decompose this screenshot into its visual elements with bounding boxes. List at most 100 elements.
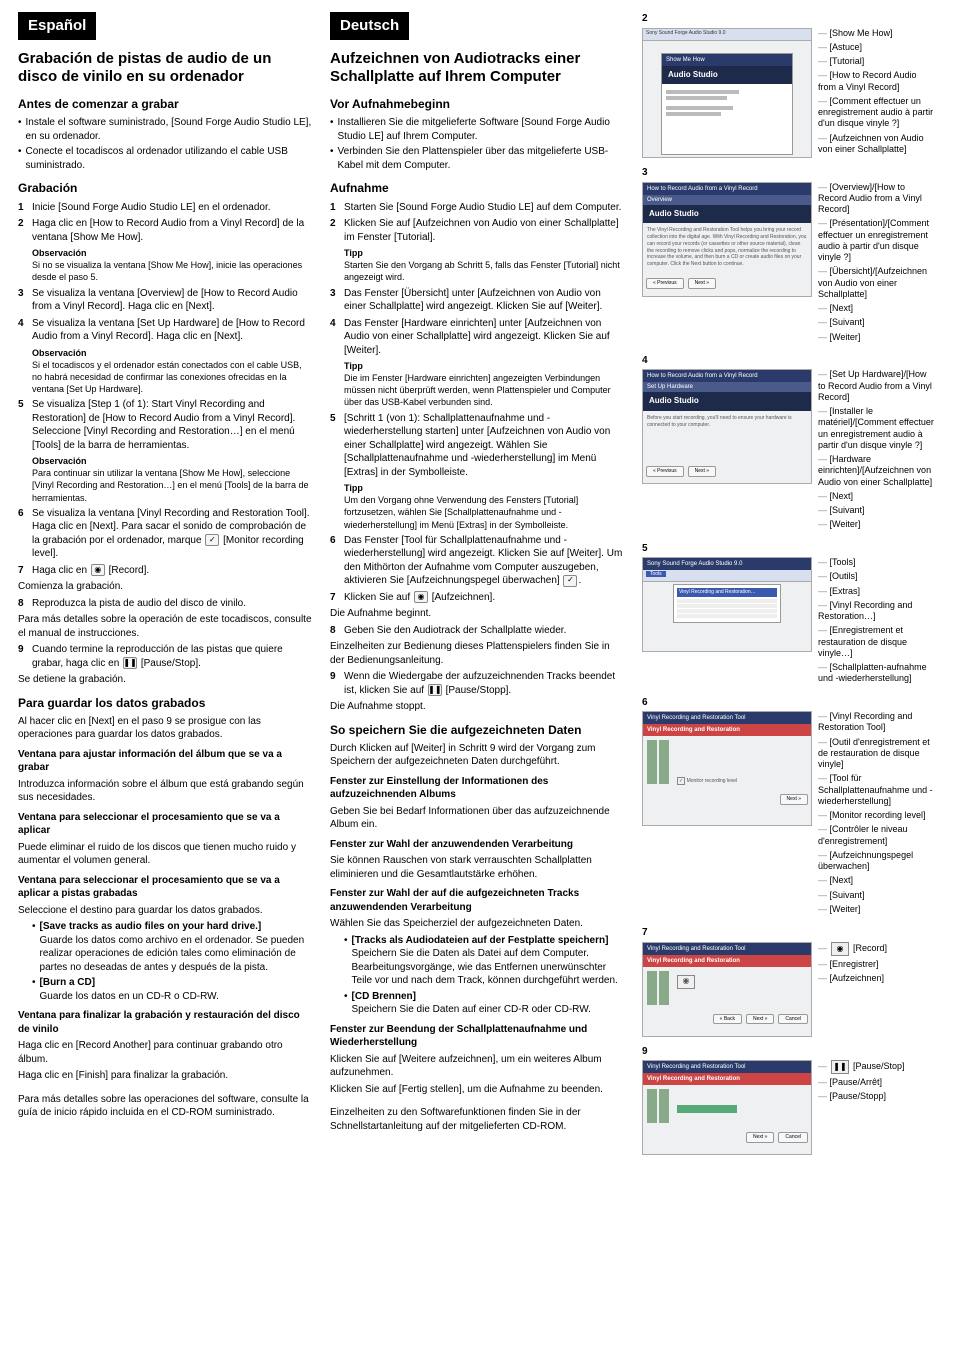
- figure-5: 5 Sony Sound Forge Audio Studio 9.0 Tool…: [642, 542, 936, 688]
- figure-9: 9 Vinyl Recording and Restoration Tool V…: [642, 1045, 936, 1156]
- h2-before-es: Antes de comenzar a grabar: [18, 96, 312, 112]
- option: [Tracks als Audiodateien auf der Festpla…: [344, 934, 624, 988]
- prev-button[interactable]: « Previous: [646, 466, 684, 477]
- step: 1Starten Sie [Sound Forge Audio Studio L…: [330, 201, 624, 215]
- language-tag-es: Español: [18, 12, 96, 40]
- callouts: [Vinyl Recording and Restoration Tool] […: [818, 711, 936, 918]
- figure-3: 3 How to Record Audio from a Vinyl Recor…: [642, 166, 936, 346]
- note-body: Para continuar sin utilizar la ventana […: [32, 467, 312, 503]
- note-label: Tipp: [344, 247, 624, 259]
- cancel-button[interactable]: Cancel: [778, 1132, 808, 1143]
- h3: Ventana para finalizar la grabación y re…: [18, 1009, 312, 1036]
- step-note: Se detiene la grabación.: [18, 673, 312, 687]
- para: Wählen Sie das Speicherziel der aufgezei…: [330, 917, 624, 931]
- screenshot: Vinyl Recording and Restoration Tool Vin…: [642, 1060, 812, 1155]
- callouts: [Tools] [Outils] [Extras] [Vinyl Recordi…: [818, 557, 936, 688]
- note-label: Observación: [32, 247, 312, 259]
- para: Puede eliminar el ruido de los discos qu…: [18, 841, 312, 868]
- note-body: Die im Fenster [Hardware einrichten] ang…: [344, 372, 624, 408]
- screenshot: Vinyl Recording and Restoration Tool Vin…: [642, 942, 812, 1037]
- bullet: Verbinden Sie den Plattenspieler über da…: [330, 145, 624, 172]
- step: 9 Wenn die Wiedergabe der aufzuzeichnend…: [330, 670, 624, 697]
- h3: Fenster zur Beendung der Schallplattenau…: [330, 1023, 624, 1050]
- check-icon: ✓: [205, 534, 219, 546]
- step: 5[Schritt 1 (von 1): Schallplattenaufnah…: [330, 412, 624, 480]
- h2-recording-de: Aufnahme: [330, 180, 624, 196]
- callouts: [Show Me How] [Astuce] [Tutorial] [How t…: [818, 28, 936, 159]
- para: Klicken Sie auf [Fertig stellen], um die…: [330, 1083, 624, 1097]
- para: Haga clic en [Finish] para finalizar la …: [18, 1069, 312, 1083]
- column-figures: 2 Sony Sound Forge Audio Studio 9.0 Show…: [642, 12, 936, 1163]
- pause-icon: ❚❚: [831, 1060, 849, 1074]
- para: Haga clic en [Record Another] para conti…: [18, 1039, 312, 1066]
- step: 4Se visualiza la ventana [Set Up Hardwar…: [18, 317, 312, 344]
- callouts: ◉ [Record] [Enregistrer] [Aufzeichnen]: [818, 942, 887, 988]
- para: Introduzca información sobre el álbum qu…: [18, 778, 312, 805]
- step: 3Se visualiza la ventana [Overview] de […: [18, 287, 312, 314]
- bullet: Conecte el tocadiscos al ordenador utili…: [18, 145, 312, 172]
- pause-icon: ❚❚: [123, 657, 137, 669]
- callouts: [Set Up Hardware]/[How to Record Audio f…: [818, 369, 936, 533]
- figure-7: 7 Vinyl Recording and Restoration Tool V…: [642, 926, 936, 1037]
- note-body: Si el tocadiscos y el ordenador están co…: [32, 359, 312, 395]
- record-icon: ◉: [677, 975, 695, 989]
- step-note: Die Aufnahme beginnt.: [330, 607, 624, 621]
- h2-save-de: So speichern Sie die aufgezeichneten Dat…: [330, 722, 624, 738]
- para: Sie können Rauschen von stark verrauscht…: [330, 854, 624, 881]
- record-icon: ◉: [414, 591, 428, 603]
- next-button[interactable]: Next »: [746, 1014, 774, 1025]
- step: 7 Klicken Sie auf ◉ [Aufzeichnen].: [330, 591, 624, 605]
- h3: Fenster zur Einstellung der Informatione…: [330, 775, 624, 802]
- figure-2: 2 Sony Sound Forge Audio Studio 9.0 Show…: [642, 12, 936, 158]
- next-button[interactable]: Next »: [688, 278, 716, 289]
- step: 5Se visualiza [Step 1 (of 1): Start Viny…: [18, 398, 312, 452]
- next-button[interactable]: Next »: [746, 1132, 774, 1143]
- h2-recording-es: Grabación: [18, 180, 312, 196]
- screenshot: How to Record Audio from a Vinyl Record …: [642, 369, 812, 484]
- footer-de: Einzelheiten zu den Softwarefunktionen f…: [330, 1106, 624, 1133]
- step-note: Die Aufnahme stoppt.: [330, 700, 624, 714]
- step-note: Para más detalles sobre la operación de …: [18, 613, 312, 640]
- h3: Fenster zur Wahl der anzuwendenden Verar…: [330, 838, 624, 852]
- bullet: Installieren Sie die mitgelieferte Softw…: [330, 116, 624, 143]
- note-body: Starten Sie den Vorgang ab Schritt 5, fa…: [344, 259, 624, 283]
- step: 2Haga clic en [How to Record Audio from …: [18, 217, 312, 244]
- prev-button[interactable]: « Previous: [646, 278, 684, 289]
- record-icon: ◉: [91, 564, 105, 576]
- check-icon: ✓: [563, 575, 577, 587]
- para: Klicken Sie auf [Weitere aufzeichnen], u…: [330, 1053, 624, 1080]
- note-body: Um den Vorgang ohne Verwendung des Fenst…: [344, 494, 624, 530]
- note-label: Observación: [32, 347, 312, 359]
- h2-save-es: Para guardar los datos grabados: [18, 695, 312, 711]
- screenshot: Vinyl Recording and Restoration Tool Vin…: [642, 711, 812, 826]
- option: [Save tracks as audio files on your hard…: [32, 920, 312, 974]
- step: 8Geben Sie den Audiotrack der Schallplat…: [330, 624, 624, 638]
- next-button[interactable]: Next »: [688, 466, 716, 477]
- step: 1Inicie [Sound Forge Audio Studio LE] en…: [18, 201, 312, 215]
- screenshot: Sony Sound Forge Audio Studio 9.0 Show M…: [642, 28, 812, 158]
- column-spanish: Español Grabación de pistas de audio de …: [18, 12, 312, 1163]
- step-note: Comienza la grabación.: [18, 580, 312, 594]
- step: 7 Haga clic en ◉ [Record].: [18, 564, 312, 578]
- pause-icon: ❚❚: [428, 684, 442, 696]
- screenshot: Sony Sound Forge Audio Studio 9.0 Tools …: [642, 557, 812, 652]
- note-body: Si no se visualiza la ventana [Show Me H…: [32, 259, 312, 283]
- next-button[interactable]: Next »: [780, 794, 808, 805]
- para: Geben Sie bei Bedarf Informationen über …: [330, 805, 624, 832]
- back-button[interactable]: « Back: [713, 1014, 742, 1025]
- note-label: Observación: [32, 455, 312, 467]
- h3: Ventana para ajustar información del álb…: [18, 748, 312, 775]
- bullet: Instale el software suministrado, [Sound…: [18, 116, 312, 143]
- step: 4Das Fenster [Hardware einrichten] unter…: [330, 317, 624, 358]
- step: 2Klicken Sie auf [Aufzeichnen von Audio …: [330, 217, 624, 244]
- cancel-button[interactable]: Cancel: [778, 1014, 808, 1025]
- record-icon: ◉: [831, 942, 849, 956]
- step: 6 Das Fenster [Tool für Schallplattenauf…: [330, 534, 624, 588]
- note-label: Tipp: [344, 360, 624, 372]
- callouts: ❚❚ [Pause/Stop] [Pause/Arrêt] [Pause/Sto…: [818, 1060, 905, 1106]
- screenshot: How to Record Audio from a Vinyl Record …: [642, 182, 812, 297]
- title-de: Aufzeichnen von Audiotracks einer Schall…: [330, 50, 624, 86]
- step: 9 Cuando termine la reproducción de las …: [18, 643, 312, 670]
- para: Seleccione el destino para guardar los d…: [18, 904, 312, 918]
- column-german: Deutsch Aufzeichnen von Audiotracks eine…: [330, 12, 624, 1163]
